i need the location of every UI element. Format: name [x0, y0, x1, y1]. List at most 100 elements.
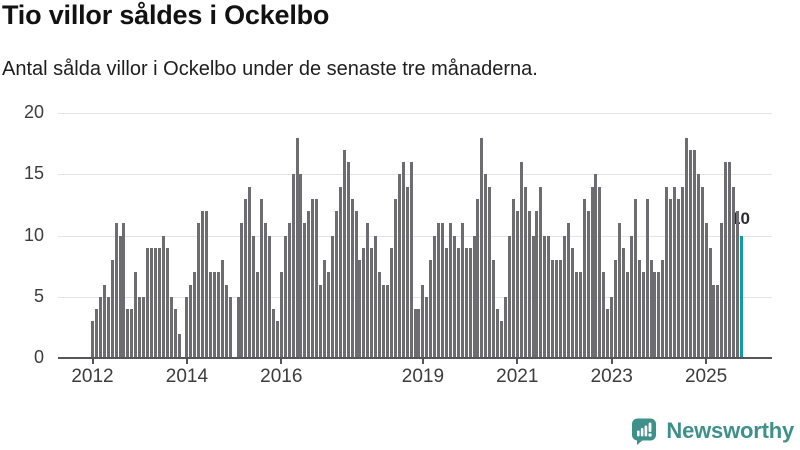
- bar: [374, 235, 378, 358]
- bar: [354, 211, 358, 358]
- bar: [401, 162, 405, 358]
- bar: [531, 235, 535, 358]
- tick-mark-2014: [185, 358, 188, 364]
- bar: [728, 162, 732, 358]
- bar: [704, 223, 708, 358]
- bar: [563, 235, 567, 358]
- bar: [405, 186, 409, 358]
- bar: [240, 223, 244, 358]
- bar: [645, 198, 649, 358]
- bar: [598, 186, 602, 358]
- bar: [220, 260, 224, 358]
- page-title: Tio villor såldes i Ockelbo: [2, 0, 330, 30]
- newsworthy-logo-text: Newsworthy: [666, 418, 794, 443]
- bar: [641, 272, 645, 358]
- tick-mark-2025: [705, 358, 708, 364]
- bar: [118, 235, 122, 358]
- bar: [507, 235, 511, 358]
- bar: [252, 235, 256, 358]
- bar: [492, 260, 496, 358]
- bar: [264, 223, 268, 358]
- bar: [618, 223, 622, 358]
- bar: [614, 260, 618, 358]
- bar: [712, 284, 716, 358]
- bar: [122, 223, 126, 358]
- bar: [602, 272, 606, 358]
- bar: [260, 198, 264, 358]
- bar: [330, 235, 334, 358]
- bar: [669, 198, 673, 358]
- bar: [342, 149, 346, 358]
- tick-mark-2021: [516, 358, 519, 364]
- bar: [665, 186, 669, 358]
- bar: [555, 260, 559, 358]
- bar: [468, 247, 472, 358]
- bar: [146, 247, 150, 358]
- bar: [153, 247, 157, 358]
- bar: [543, 235, 547, 358]
- gridline-20: [58, 113, 772, 114]
- newsworthy-logo[interactable]: Newsworthy: [630, 417, 794, 445]
- y-axis-label-5: 5: [33, 285, 44, 306]
- bar: [98, 296, 102, 358]
- bar: [169, 296, 173, 358]
- bar: [515, 211, 519, 358]
- bar: [496, 309, 500, 358]
- bar: [586, 211, 590, 358]
- bar: [425, 296, 429, 358]
- bar: [236, 296, 240, 358]
- chart-bubble-icon: [632, 418, 657, 445]
- bar: [657, 272, 661, 358]
- bar: [102, 284, 106, 358]
- y-axis-label-15: 15: [23, 163, 44, 184]
- bar: [248, 186, 252, 358]
- bar: [291, 174, 295, 358]
- bar: [197, 223, 201, 358]
- bar: [216, 272, 220, 358]
- bar: [637, 260, 641, 358]
- bar: [185, 296, 189, 358]
- bar: [574, 272, 578, 358]
- bar: [688, 149, 692, 358]
- bar: [696, 174, 700, 358]
- y-axis-label-0: 0: [33, 347, 44, 368]
- bar: [165, 247, 169, 358]
- bar: [366, 223, 370, 358]
- bar: [413, 309, 417, 358]
- bar: [161, 235, 165, 358]
- tick-mark-2019: [421, 358, 424, 364]
- bar: [716, 284, 720, 358]
- x-axis-label-2016: 2016: [260, 366, 303, 387]
- bar: [299, 174, 303, 358]
- bar: [484, 174, 488, 358]
- bar: [311, 198, 315, 358]
- bar: [460, 223, 464, 358]
- bar: [464, 247, 468, 358]
- x-axis-label-2023: 2023: [590, 366, 633, 387]
- bar: [448, 223, 452, 358]
- bar: [681, 186, 685, 358]
- x-axis-label-2021: 2021: [496, 366, 539, 387]
- bar: [205, 211, 209, 358]
- bar: [409, 162, 413, 358]
- bar: [334, 211, 338, 358]
- bar: [397, 174, 401, 358]
- bar: [370, 247, 374, 358]
- bar: [338, 186, 342, 358]
- tick-mark-2016: [280, 358, 283, 364]
- bar: [378, 272, 382, 358]
- bar: [653, 272, 657, 358]
- bar: [319, 284, 323, 358]
- bar: [559, 260, 563, 358]
- gridline-5: [58, 296, 772, 298]
- bar: [283, 235, 287, 358]
- bar: [582, 198, 586, 358]
- bar: [114, 223, 118, 358]
- bar: [732, 186, 736, 358]
- bar: [157, 247, 161, 358]
- bar: [684, 137, 688, 358]
- bar: [142, 296, 146, 358]
- bar: [527, 211, 531, 358]
- bar: [441, 223, 445, 358]
- bar: [452, 235, 456, 358]
